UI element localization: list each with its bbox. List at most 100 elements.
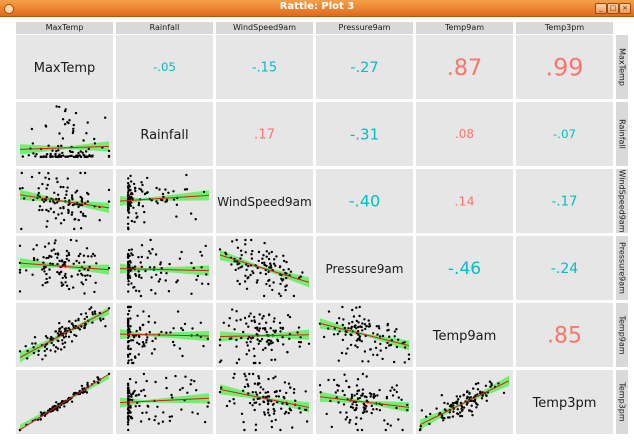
scatter-point: [46, 220, 49, 223]
scatter-point: [69, 330, 73, 334]
scatter-point: [378, 335, 382, 338]
scatter-point: [233, 372, 236, 376]
scatter-point: [129, 317, 132, 320]
window-menu-icon[interactable]: [4, 4, 14, 14]
window-titlebar[interactable]: Rattle: Plot 3 _ □ ×: [0, 0, 634, 17]
scatter-point: [130, 248, 133, 251]
scatter-point: [45, 272, 48, 276]
scatter-point: [78, 328, 82, 331]
scatter-point: [476, 403, 479, 406]
scatter-point: [72, 129, 75, 133]
scatter-point: [55, 401, 58, 404]
scatter-point: [252, 347, 256, 350]
scatter-point: [203, 420, 207, 424]
correlation-value: .14: [454, 194, 474, 209]
scatter-point: [64, 272, 67, 276]
scatter-point: [84, 312, 88, 315]
scatter-point: [428, 422, 431, 426]
scatter-point: [196, 412, 199, 415]
scatter-point: [167, 191, 170, 194]
scatter-point: [156, 202, 159, 205]
scatter-point: [367, 319, 370, 322]
scatter-point: [30, 175, 34, 179]
scatter-point: [165, 376, 168, 380]
scatter-point: [126, 415, 130, 418]
scatter-point: [365, 324, 368, 328]
scatter-point: [176, 279, 179, 282]
scatter-point: [82, 139, 85, 142]
scatter-point: [330, 425, 333, 429]
row-header-temp9am: Temp9am: [616, 303, 628, 367]
scatter-point: [64, 155, 67, 158]
scatter-point: [71, 211, 74, 214]
scatter-point: [240, 336, 243, 340]
scatter-point: [502, 391, 506, 395]
scatter-point: [71, 131, 75, 135]
scatter-point: [351, 308, 354, 312]
scatter-point: [285, 272, 288, 275]
scatter-point: [32, 351, 36, 355]
scatter-point: [266, 390, 270, 394]
scatter-point: [372, 393, 376, 396]
scatter-point: [292, 391, 296, 394]
scatter-point: [261, 317, 264, 320]
scatter-point: [128, 259, 132, 263]
scatter-point: [35, 244, 38, 247]
scatter-point: [84, 150, 88, 153]
scatter-point: [129, 174, 132, 178]
scatter-point: [86, 381, 89, 385]
scatter-point: [451, 415, 455, 418]
scatter-point: [266, 402, 270, 406]
scatter-point: [242, 330, 245, 334]
scatter-point: [54, 350, 57, 353]
close-button[interactable]: ×: [619, 3, 631, 14]
scatter-point: [60, 348, 63, 351]
panel-0-0: [16, 35, 113, 99]
scatter-point: [374, 346, 378, 350]
scatter-point: [104, 325, 107, 328]
scatter-point: [42, 267, 46, 270]
scatter-point: [104, 116, 107, 119]
scatter-point: [262, 294, 266, 298]
scatter-point: [361, 388, 365, 391]
panel-2-3: [316, 169, 413, 233]
scatter-point: [58, 321, 61, 325]
scatter-point: [393, 335, 396, 338]
scatter-point: [61, 325, 64, 329]
scatter-point: [63, 405, 66, 408]
maximize-button[interactable]: □: [607, 3, 619, 14]
minimize-button[interactable]: _: [595, 3, 607, 14]
scatter-point: [147, 320, 150, 324]
scatter-point: [241, 389, 245, 392]
scatter-point: [261, 327, 265, 330]
scatter-point: [164, 188, 167, 191]
scatter-point: [388, 344, 391, 347]
scatter-point: [126, 274, 130, 277]
scatter-point: [489, 385, 492, 388]
scatter-point: [134, 189, 137, 193]
scatter-point: [127, 290, 130, 293]
scatter-point: [255, 281, 259, 284]
diagonal-label: Temp9am: [432, 329, 497, 344]
scatter-point: [56, 409, 59, 412]
scatter-point: [94, 281, 97, 284]
scatter-point: [473, 398, 477, 401]
scatter-point: [251, 270, 254, 273]
correlation-value: -.07: [553, 127, 576, 141]
scatter-point: [384, 346, 388, 350]
scatter-point: [200, 254, 204, 257]
scatter-point: [457, 398, 460, 401]
scatter-point: [64, 108, 67, 111]
scatter-point: [68, 149, 72, 153]
scatter-point: [435, 407, 438, 410]
scatter-point: [127, 344, 130, 348]
scatter-point: [143, 344, 146, 348]
scatter-point: [365, 375, 368, 378]
scatter-point: [85, 247, 89, 250]
scatter-point: [44, 281, 47, 285]
scatter-point: [126, 353, 130, 357]
scatter-point: [395, 384, 398, 387]
scatter-point: [267, 343, 270, 346]
scatter-point: [281, 279, 284, 282]
scatter-point: [161, 420, 165, 423]
